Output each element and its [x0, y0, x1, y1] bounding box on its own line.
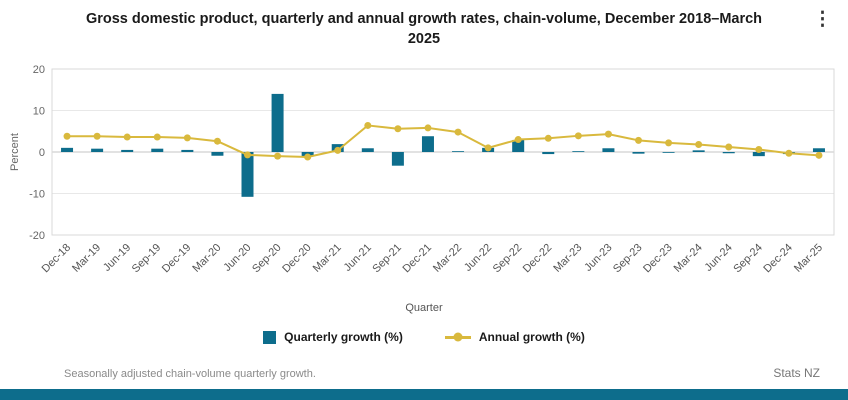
svg-text:Sep-20: Sep-20 [250, 242, 284, 276]
gdp-chart[interactable]: -20 -10 0 10 20 Dec-18 Mar-19 Jun-19 Sep-19 Dec-1… [6, 61, 842, 302]
svg-text:Mar-21: Mar-21 [311, 242, 344, 275]
chart-header: Gross domestic product, quarterly and an… [0, 0, 848, 53]
svg-text:Jun-23: Jun-23 [582, 242, 614, 274]
annual-swatch-icon [444, 332, 471, 342]
x-axis-title: Quarter [405, 302, 443, 315]
chart-svg[interactable]: -20 -10 0 10 20 Dec-18Mar-19Jun-19Sep-19Dec-1… [6, 61, 842, 297]
svg-text:Sep-23: Sep-23 [611, 242, 645, 276]
svg-text:Mar-20: Mar-20 [190, 242, 223, 275]
svg-text:Jun-20: Jun-20 [221, 242, 253, 274]
svg-text:Mar-23: Mar-23 [551, 242, 584, 275]
chart-footer: Seasonally adjusted chain-volume quarter… [0, 366, 848, 380]
svg-text:Sep-24: Sep-24 [731, 242, 765, 276]
svg-text:Jun-24: Jun-24 [703, 242, 735, 274]
svg-text:Jun-22: Jun-22 [462, 242, 494, 274]
svg-text:Dec-23: Dec-23 [641, 242, 675, 276]
quarterly-swatch-icon [263, 330, 277, 344]
svg-text:Dec-21: Dec-21 [401, 242, 435, 276]
legend-item-quarterly[interactable]: Quarterly growth (%) [263, 330, 403, 344]
svg-text:Jun-21: Jun-21 [342, 242, 374, 274]
svg-text:Mar-22: Mar-22 [431, 242, 464, 275]
svg-text:Dec-19: Dec-19 [160, 242, 194, 276]
svg-text:20: 20 [33, 64, 45, 76]
svg-text:Sep-19: Sep-19 [130, 242, 164, 276]
svg-text:Jun-19: Jun-19 [101, 242, 133, 274]
legend-label-quarterly: Quarterly growth (%) [284, 330, 403, 345]
footnote: Seasonally adjusted chain-volume quarter… [64, 368, 316, 380]
svg-text:-20: -20 [29, 230, 45, 242]
svg-text:Mar-24: Mar-24 [672, 242, 705, 275]
legend-item-annual[interactable]: Annual growth (%) [444, 330, 585, 345]
svg-text:Percent: Percent [9, 133, 21, 171]
chart-legend: Quarterly growth (%) Annual growth (%) [0, 330, 848, 344]
svg-text:0: 0 [39, 147, 45, 159]
svg-text:Dec-20: Dec-20 [280, 242, 314, 276]
svg-text:Dec-24: Dec-24 [761, 242, 795, 276]
svg-text:10: 10 [33, 106, 45, 118]
legend-label-annual: Annual growth (%) [478, 330, 585, 345]
kebab-menu-icon[interactable]: ⋮ [813, 9, 832, 30]
svg-text:Sep-21: Sep-21 [370, 242, 404, 276]
svg-text:Dec-18: Dec-18 [40, 242, 74, 276]
svg-text:Dec-22: Dec-22 [521, 242, 555, 276]
page-title: Gross domestic product, quarterly and an… [85, 11, 763, 47]
svg-text:Sep-22: Sep-22 [491, 242, 525, 276]
svg-text:-10: -10 [29, 189, 45, 201]
svg-text:Mar-25: Mar-25 [792, 242, 825, 275]
svg-text:Mar-19: Mar-19 [70, 242, 103, 275]
attribution: Stats NZ [773, 366, 820, 380]
brand-strip [0, 389, 848, 400]
